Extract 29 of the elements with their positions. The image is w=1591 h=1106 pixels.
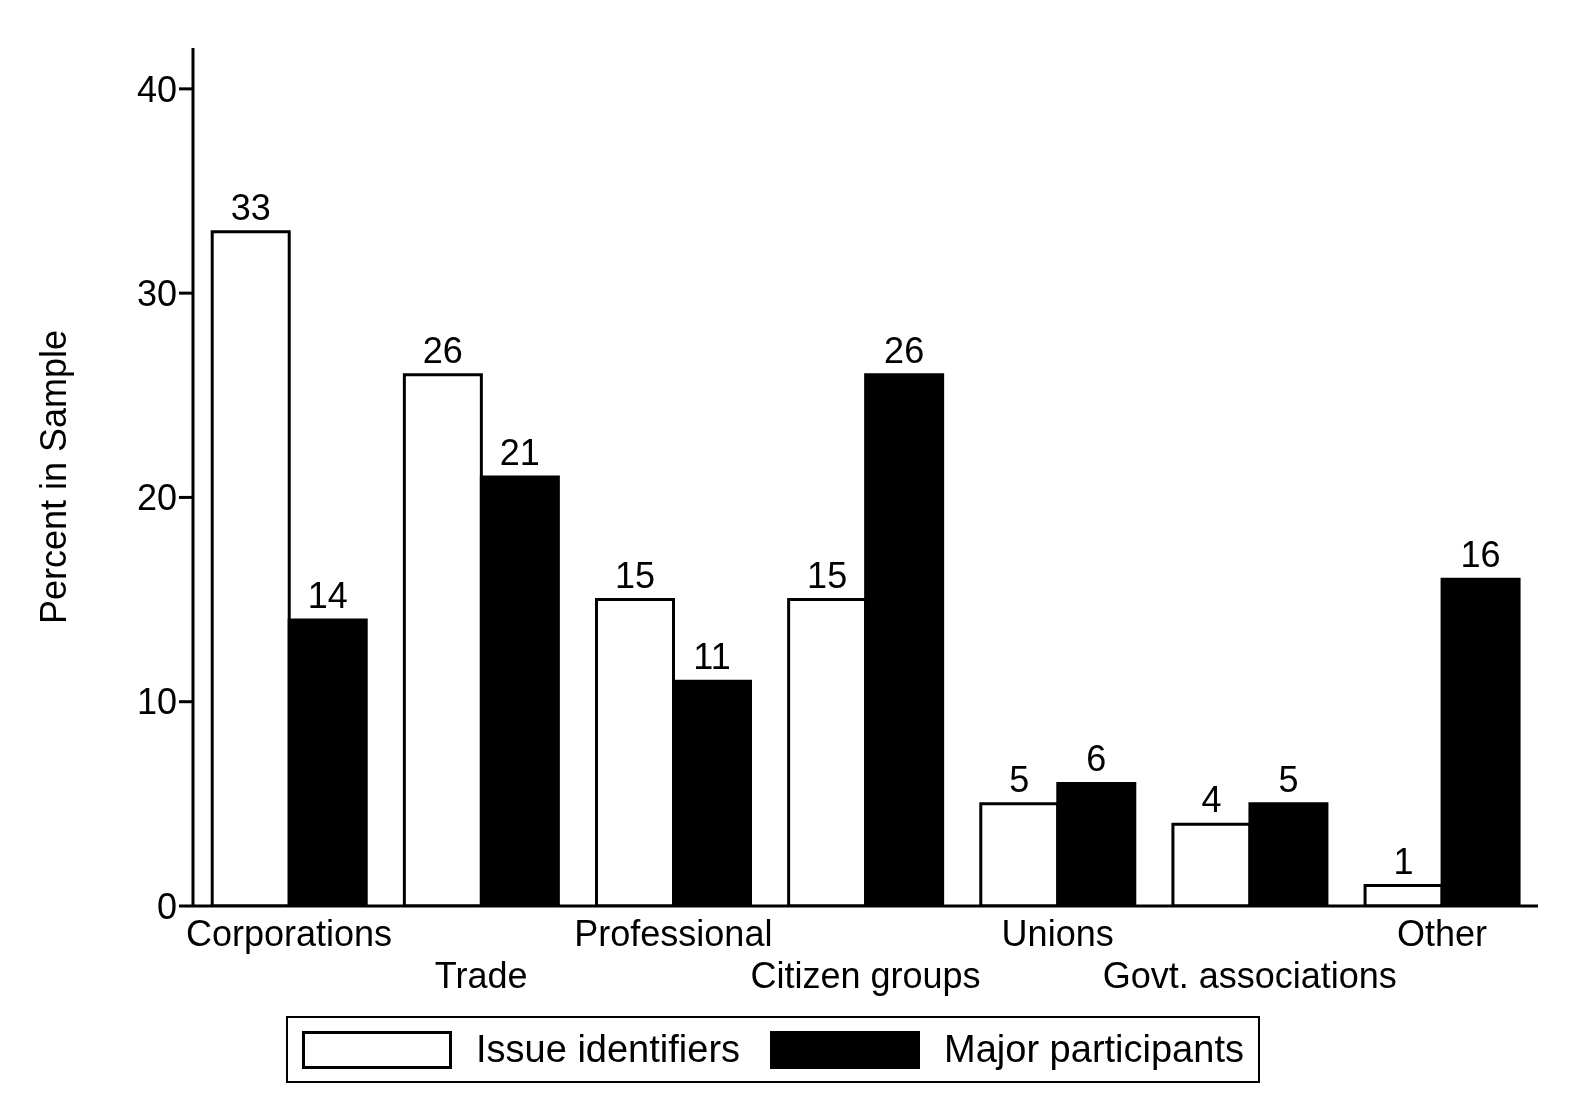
legend-label: Major participants (944, 1028, 1244, 1071)
data-label: 11 (693, 636, 731, 678)
x-tick-label: Unions (1001, 913, 1114, 954)
x-tick-label: Citizen groups (750, 955, 981, 996)
data-label: 5 (1278, 758, 1299, 800)
y-tick-label: 20 (136, 477, 177, 519)
y-tick-label: 0 (156, 885, 177, 927)
data-label: 15 (807, 554, 848, 596)
data-label: 33 (230, 186, 271, 228)
legend-label: Issue identifiers (476, 1028, 741, 1071)
data-label: 1 (1393, 840, 1414, 882)
y-tick-label: 30 (136, 272, 177, 314)
data-label: 6 (1086, 738, 1107, 780)
data-label: 5 (1009, 758, 1030, 800)
data-label: 4 (1201, 779, 1222, 821)
data-label: 26 (422, 329, 463, 371)
y-tick-label: 10 (136, 681, 177, 723)
x-tick-label: Corporations (186, 913, 393, 954)
x-tick-label: Professional (574, 913, 773, 954)
data-label: 16 (1460, 534, 1501, 576)
y-tick-label: 40 (136, 68, 177, 110)
data-label: 21 (499, 432, 540, 473)
x-tick-label: Other (1396, 913, 1487, 954)
data-label: 15 (614, 554, 656, 596)
x-tick-label: Govt. associations (1102, 955, 1397, 996)
x-tick-label: Trade (434, 955, 528, 996)
y-axis-title: Percent in Sample (32, 329, 74, 625)
data-label: 14 (307, 575, 348, 616)
data-label: 26 (884, 329, 925, 371)
